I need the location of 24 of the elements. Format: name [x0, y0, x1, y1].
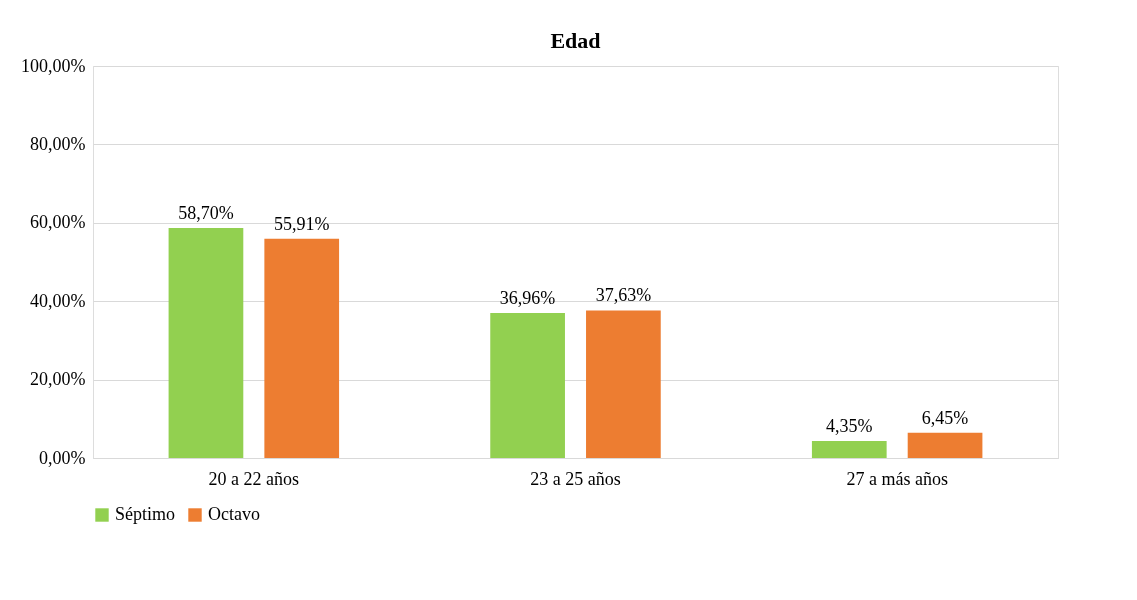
bar [586, 310, 661, 458]
y-tick-label: 80,00% [30, 133, 86, 154]
legend-label: Séptimo [115, 504, 176, 524]
y-tick-label: 0,00% [39, 447, 86, 468]
bar [811, 440, 887, 458]
bar [490, 313, 565, 458]
data-label: 55,91% [273, 213, 330, 234]
x-tick-label: 20 a 22 años [208, 468, 300, 489]
y-tick-label: 20,00% [30, 369, 86, 390]
legend-label: Octavo [208, 504, 260, 524]
bar [168, 227, 244, 458]
data-label: 4,35% [826, 415, 873, 436]
chart-title: Edad [550, 28, 601, 53]
y-tick-label: 100,00% [21, 55, 86, 76]
data-label: 58,70% [178, 202, 234, 223]
data-label: 37,63% [595, 285, 652, 306]
bar [264, 238, 340, 458]
data-label: 6,45% [921, 407, 969, 428]
x-tick-label: 27 a más años [846, 468, 948, 489]
y-tick-label: 60,00% [30, 212, 86, 233]
x-tick-label: 23 a 25 años [530, 468, 621, 489]
bar [907, 432, 983, 458]
data-label: 36,96% [499, 288, 556, 309]
y-tick-label: 40,00% [30, 290, 86, 311]
